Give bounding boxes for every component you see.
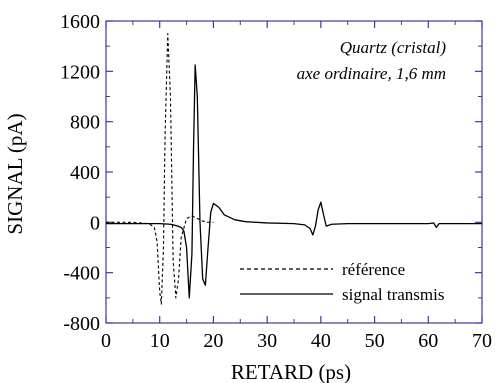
x-tick-label: 10 <box>150 330 170 352</box>
y-tick-label: -400 <box>63 263 100 285</box>
series-line-transmitted <box>106 64 482 299</box>
y-tick-label: 1600 <box>60 11 100 33</box>
series-line-reference <box>106 33 214 305</box>
x-tick-label: 70 <box>472 330 492 352</box>
y-tick-label: 0 <box>90 212 100 234</box>
x-tick-label: 20 <box>203 330 223 352</box>
x-tick-label: 30 <box>257 330 277 352</box>
x-tick-label: 50 <box>365 330 385 352</box>
y-tick-label: 400 <box>70 162 100 184</box>
annotation-line-1: Quartz (cristal) <box>340 38 447 57</box>
x-tick-label: 0 <box>101 330 111 352</box>
x-axis-title: RETARD (ps) <box>231 360 351 383</box>
y-axis-title: SIGNAL (pA) <box>3 113 27 234</box>
x-tick-label: 60 <box>418 330 438 352</box>
legend: référence signal transmis <box>240 260 444 304</box>
series-lines <box>106 33 482 305</box>
legend-label-reference: référence <box>342 260 405 279</box>
axis-ticks: 0 10 20 30 40 50 60 70 -800 -400 0 400 800 1200 1600 <box>60 11 492 352</box>
annotation-line-2: axe ordinaire, 1,6 mm <box>297 64 446 83</box>
y-tick-label: 800 <box>70 112 100 134</box>
legend-label-transmitted: signal transmis <box>342 285 444 304</box>
x-tick-label: 40 <box>311 330 331 352</box>
y-tick-label: -800 <box>63 313 100 335</box>
y-tick-label: 1200 <box>60 61 100 83</box>
